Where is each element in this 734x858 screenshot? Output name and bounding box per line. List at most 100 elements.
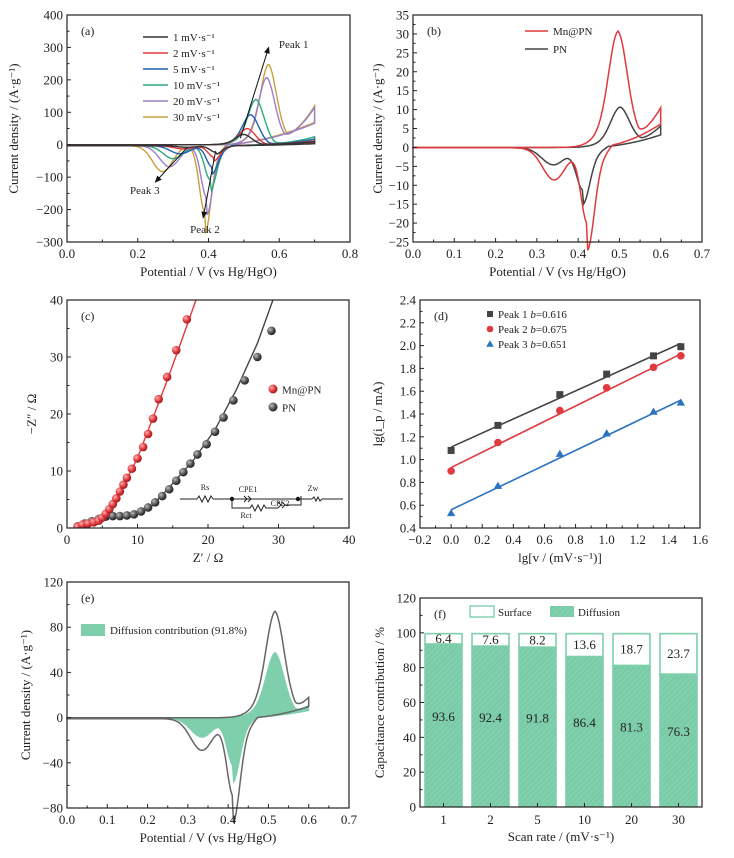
data-point-square	[603, 370, 611, 378]
y-tick-label: 1.4	[400, 407, 417, 422]
bar-label-surface: 8.2	[529, 632, 545, 647]
data-point-triangle	[493, 481, 503, 489]
legend-label-surface: Surface	[498, 607, 532, 619]
x-tick-label: 1	[440, 812, 447, 827]
x-tick-label: 0.1	[446, 246, 462, 261]
y-tick-label: −25	[389, 235, 409, 250]
x-tick-label: 40	[343, 532, 356, 547]
y-tick-label: 30	[50, 350, 63, 365]
data-point	[164, 484, 174, 494]
data-point-square	[447, 446, 455, 454]
y-tick-label: 80	[403, 660, 416, 675]
x-tick-label: 0.3	[529, 246, 545, 261]
bar-surface	[612, 632, 651, 667]
panel-label: (c)	[81, 309, 94, 323]
y-tick-label: 60	[403, 695, 416, 710]
x-tick-label: 0.3	[180, 812, 196, 827]
annotation-peak-3: Peak 3	[130, 185, 160, 197]
data-point	[179, 467, 188, 477]
y-tick-label: 10	[50, 464, 63, 479]
series-group	[73, 300, 276, 528]
bar-diffusion	[612, 665, 651, 807]
x-tick-label: 0.2	[474, 532, 490, 547]
legend-label: 2 mV·s⁻¹	[173, 48, 215, 60]
data-point	[138, 442, 148, 452]
y-tick-label: 0	[57, 521, 64, 536]
y-tick-label: 300	[44, 40, 64, 55]
y-tick-label: 120	[44, 575, 64, 590]
data-point-circle	[602, 383, 611, 392]
y-tick-label: 1.8	[400, 361, 416, 376]
data-point	[143, 429, 153, 439]
data-point	[150, 498, 160, 507]
x-tick-label: 10	[578, 812, 591, 827]
legend-label: PN	[282, 403, 296, 415]
equivalent-circuit: Rs CPE1 CPE2 Rct Zw	[180, 483, 343, 520]
circuit-label-cpe1: CPE1	[239, 485, 258, 494]
y-tick-label: 2.2	[400, 315, 416, 330]
bar-diffusion	[471, 646, 510, 807]
data-point	[154, 394, 163, 404]
y-tick-label: 1.2	[400, 429, 416, 444]
data-point-square	[649, 352, 657, 360]
bar-label-diffusion: 81.3	[620, 719, 643, 734]
y-tick-label: 0	[410, 800, 417, 815]
panel-label: (a)	[81, 24, 94, 38]
bar-label-diffusion: 86.4	[573, 715, 596, 730]
data-point-triangle	[602, 429, 611, 437]
data-point	[136, 507, 146, 516]
legend-label: 5 mV·s⁻¹	[173, 64, 215, 76]
rct-cpe2-branch	[231, 496, 302, 513]
data-point	[229, 396, 238, 405]
y-tick-label: 1.6	[400, 384, 417, 399]
y-tick-label: 5	[403, 121, 410, 136]
fit-line-peak-1	[450, 342, 682, 448]
x-tick-label: 0.2	[130, 246, 146, 261]
data-point	[143, 503, 153, 512]
legend-marker	[486, 340, 494, 347]
panel-label: (d)	[434, 309, 448, 323]
x-tick-label: 0	[64, 532, 71, 547]
bar-label-diffusion: 91.8	[526, 710, 549, 725]
bar-diffusion	[565, 656, 604, 807]
x-tick-label: 1.2	[630, 532, 646, 547]
y-axis-label: Current density / (A·g⁻¹)	[18, 630, 33, 760]
y-tick-label: 20	[50, 407, 63, 422]
data-point-square	[677, 343, 685, 351]
x-axis-label: lg[v / (mV·s⁻¹)]	[518, 550, 602, 565]
cv-line-1mvs	[67, 133, 316, 156]
y-tick-label: −80	[43, 801, 63, 816]
y-axis-label: −Z″ / Ω	[24, 394, 39, 434]
y-tick-label: 0	[403, 140, 410, 155]
y-tick-label: 2.0	[400, 338, 416, 353]
data-point-circle	[447, 467, 455, 475]
panel-label: (e)	[81, 591, 94, 605]
y-axis-label: lg(i_p / mA)	[370, 382, 385, 447]
legend-label: 30 mV·s⁻¹	[173, 112, 220, 124]
series-group	[67, 63, 316, 234]
legend-label: Peak 3 b=0.651	[498, 339, 567, 351]
y-tick-label: −100	[36, 170, 63, 185]
x-tick-label: 0.4	[570, 246, 587, 261]
data-point	[182, 315, 192, 324]
x-axis-label: Z′ / Ω	[193, 550, 224, 565]
x-tick-label: 0.6	[301, 812, 318, 827]
bar-label-surface: 6.4	[435, 631, 452, 646]
y-tick-label: −15	[389, 197, 409, 212]
bar-label-diffusion: 76.3	[667, 724, 690, 739]
x-tick-label: 2	[487, 812, 494, 827]
x-tick-label: 5	[534, 812, 541, 827]
circuit-label-rct: Rct	[240, 511, 252, 520]
y-tick-label: 15	[396, 83, 409, 98]
x-tick-label: 0.6	[536, 532, 553, 547]
bar-diffusion	[424, 643, 463, 807]
legend-label: 20 mV·s⁻¹	[173, 96, 220, 108]
y-tick-label: 0.6	[400, 498, 417, 513]
x-tick-label: 20	[202, 532, 215, 547]
bar-surface	[659, 632, 698, 675]
y-tick-label: 0.8	[400, 475, 416, 490]
y-tick-label: 0.4	[400, 521, 417, 536]
x-tick-label: 0.4	[200, 246, 217, 261]
